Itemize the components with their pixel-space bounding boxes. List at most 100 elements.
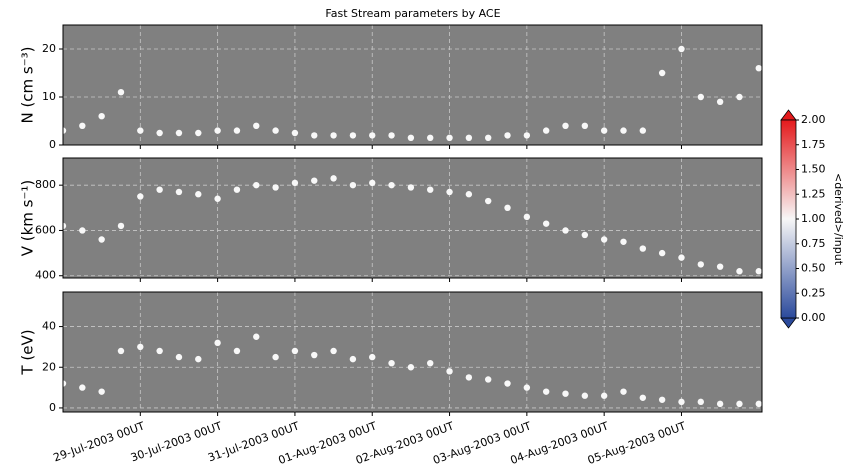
data-point xyxy=(542,127,550,134)
data-point xyxy=(233,347,241,355)
colorbar-tick-label: 1.00 xyxy=(801,212,826,225)
data-point xyxy=(291,179,299,187)
plot-frame xyxy=(62,24,763,146)
colorbar xyxy=(780,119,797,319)
y-tick-label: 400 xyxy=(35,269,56,282)
data-point xyxy=(291,347,299,355)
data-point xyxy=(755,268,762,275)
data-point xyxy=(484,197,492,205)
data-point xyxy=(639,127,647,134)
y-tick-label: 20 xyxy=(42,360,56,373)
data-point xyxy=(504,380,511,387)
colorbar-upper-extension xyxy=(780,109,797,121)
data-point xyxy=(137,193,144,200)
data-point xyxy=(639,245,647,252)
plot-area xyxy=(63,25,762,145)
data-point xyxy=(407,134,415,141)
plot-frame xyxy=(62,157,763,279)
data-point xyxy=(117,347,125,355)
data-point xyxy=(620,388,627,395)
data-point xyxy=(330,175,337,182)
points xyxy=(63,333,762,408)
data-point xyxy=(600,392,608,399)
data-point xyxy=(562,390,569,397)
data-point xyxy=(175,129,183,137)
data-point xyxy=(639,394,647,401)
y-axis-label: T (eV) xyxy=(19,329,37,375)
chart-title: Fast Stream parameters by ACE xyxy=(325,7,500,20)
colorbar-tick-label: 1.25 xyxy=(801,187,826,200)
data-point xyxy=(214,339,221,347)
data-point xyxy=(253,181,260,189)
data-point xyxy=(63,380,67,387)
data-point xyxy=(214,127,221,134)
y-tick-label: 10 xyxy=(42,90,56,103)
data-point xyxy=(736,93,743,101)
points xyxy=(63,45,762,141)
data-point xyxy=(523,213,531,221)
data-point xyxy=(311,177,318,184)
colorbar-tick-label: 0.75 xyxy=(801,237,826,250)
data-point xyxy=(63,222,67,230)
data-point xyxy=(156,129,163,137)
data-point xyxy=(620,127,627,134)
colorbar-tick-label: 0.00 xyxy=(801,311,826,324)
data-point xyxy=(697,398,704,406)
data-point xyxy=(446,134,453,141)
data-point xyxy=(600,127,608,134)
data-point xyxy=(137,343,144,351)
y-tick-label: 0 xyxy=(49,401,56,414)
data-point xyxy=(369,179,376,187)
data-point xyxy=(658,396,666,403)
data-point xyxy=(716,400,724,408)
data-point xyxy=(523,384,531,391)
data-point xyxy=(465,191,473,198)
data-point xyxy=(388,359,395,367)
data-point xyxy=(349,355,357,363)
y-tick-label: 40 xyxy=(42,320,56,333)
data-point xyxy=(523,132,531,139)
y-axis-label: V (km s⁻¹) xyxy=(19,180,37,257)
y-tick-label: 600 xyxy=(35,223,56,236)
data-point xyxy=(253,122,260,129)
data-point xyxy=(98,388,105,395)
data-point xyxy=(175,188,183,196)
data-point xyxy=(465,374,473,381)
data-point xyxy=(427,134,434,141)
colorbar-label: <derived>/input xyxy=(832,173,845,266)
data-point xyxy=(755,65,762,72)
plot-frame xyxy=(62,291,763,413)
data-point xyxy=(272,184,279,191)
data-point xyxy=(349,181,357,189)
data-point xyxy=(137,127,144,134)
data-point xyxy=(736,400,743,408)
data-point xyxy=(233,186,241,193)
data-point xyxy=(233,127,241,134)
data-point xyxy=(581,231,589,239)
data-point xyxy=(369,132,376,139)
data-point xyxy=(736,268,743,275)
data-point xyxy=(716,98,724,106)
data-point xyxy=(63,127,67,134)
data-point xyxy=(98,113,105,120)
data-point xyxy=(484,134,492,141)
data-point xyxy=(697,93,704,101)
data-point xyxy=(117,89,125,96)
colorbar-tick-label: 1.75 xyxy=(801,138,826,151)
data-point xyxy=(465,134,473,141)
data-point xyxy=(311,351,318,359)
data-point xyxy=(214,195,221,202)
data-point xyxy=(600,236,608,243)
data-point xyxy=(195,191,202,198)
data-point xyxy=(484,376,492,383)
data-point xyxy=(272,127,279,134)
data-point xyxy=(542,388,550,395)
data-point xyxy=(175,353,183,361)
data-point xyxy=(427,359,434,367)
data-point xyxy=(504,204,511,212)
data-point xyxy=(446,188,453,196)
data-point xyxy=(291,129,299,137)
data-point xyxy=(658,69,666,77)
y-tick-label: 20 xyxy=(42,42,56,55)
